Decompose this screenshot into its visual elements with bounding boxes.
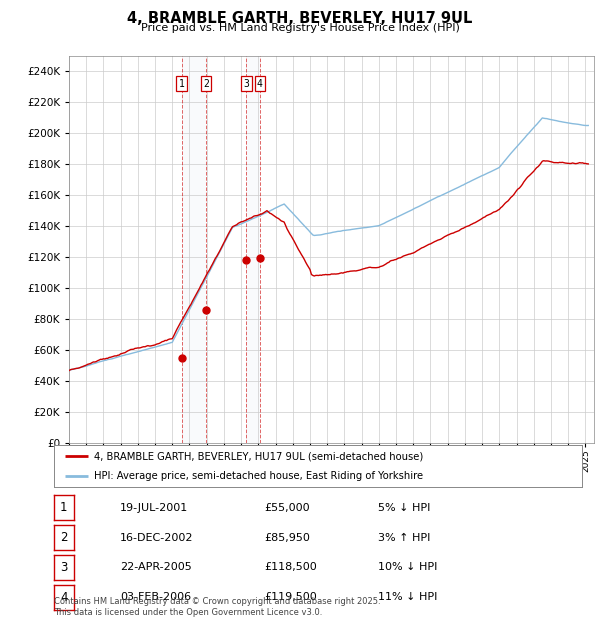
Text: 11% ↓ HPI: 11% ↓ HPI [378, 592, 437, 602]
Text: 19-JUL-2001: 19-JUL-2001 [120, 503, 188, 513]
Text: £85,950: £85,950 [264, 533, 310, 542]
Bar [247, 56, 260, 443]
Text: 3: 3 [244, 79, 250, 89]
Text: HPI: Average price, semi-detached house, East Riding of Yorkshire: HPI: Average price, semi-detached house,… [94, 471, 423, 480]
Text: 10% ↓ HPI: 10% ↓ HPI [378, 562, 437, 572]
Text: 1: 1 [60, 502, 68, 514]
Text: 4, BRAMBLE GARTH, BEVERLEY, HU17 9UL: 4, BRAMBLE GARTH, BEVERLEY, HU17 9UL [127, 11, 473, 25]
Bar [182, 56, 206, 443]
Text: 2: 2 [203, 79, 209, 89]
Text: 3: 3 [60, 561, 68, 574]
Text: 22-APR-2005: 22-APR-2005 [120, 562, 192, 572]
Text: Contains HM Land Registry data © Crown copyright and database right 2025.
This d: Contains HM Land Registry data © Crown c… [54, 598, 380, 617]
Text: 4, BRAMBLE GARTH, BEVERLEY, HU17 9UL (semi-detached house): 4, BRAMBLE GARTH, BEVERLEY, HU17 9UL (se… [94, 451, 423, 461]
Text: £119,500: £119,500 [264, 592, 317, 602]
Text: 3% ↑ HPI: 3% ↑ HPI [378, 533, 430, 542]
Text: 4: 4 [60, 591, 68, 603]
Text: 03-FEB-2006: 03-FEB-2006 [120, 592, 191, 602]
Text: £55,000: £55,000 [264, 503, 310, 513]
Text: 4: 4 [257, 79, 263, 89]
Point [255, 253, 265, 263]
Point [242, 255, 251, 265]
Text: Price paid vs. HM Land Registry's House Price Index (HPI): Price paid vs. HM Land Registry's House … [140, 23, 460, 33]
Text: £118,500: £118,500 [264, 562, 317, 572]
Point [201, 305, 211, 315]
Text: 2: 2 [60, 531, 68, 544]
Text: 1: 1 [179, 79, 185, 89]
Text: 16-DEC-2002: 16-DEC-2002 [120, 533, 193, 542]
Text: 5% ↓ HPI: 5% ↓ HPI [378, 503, 430, 513]
Point [177, 353, 187, 363]
